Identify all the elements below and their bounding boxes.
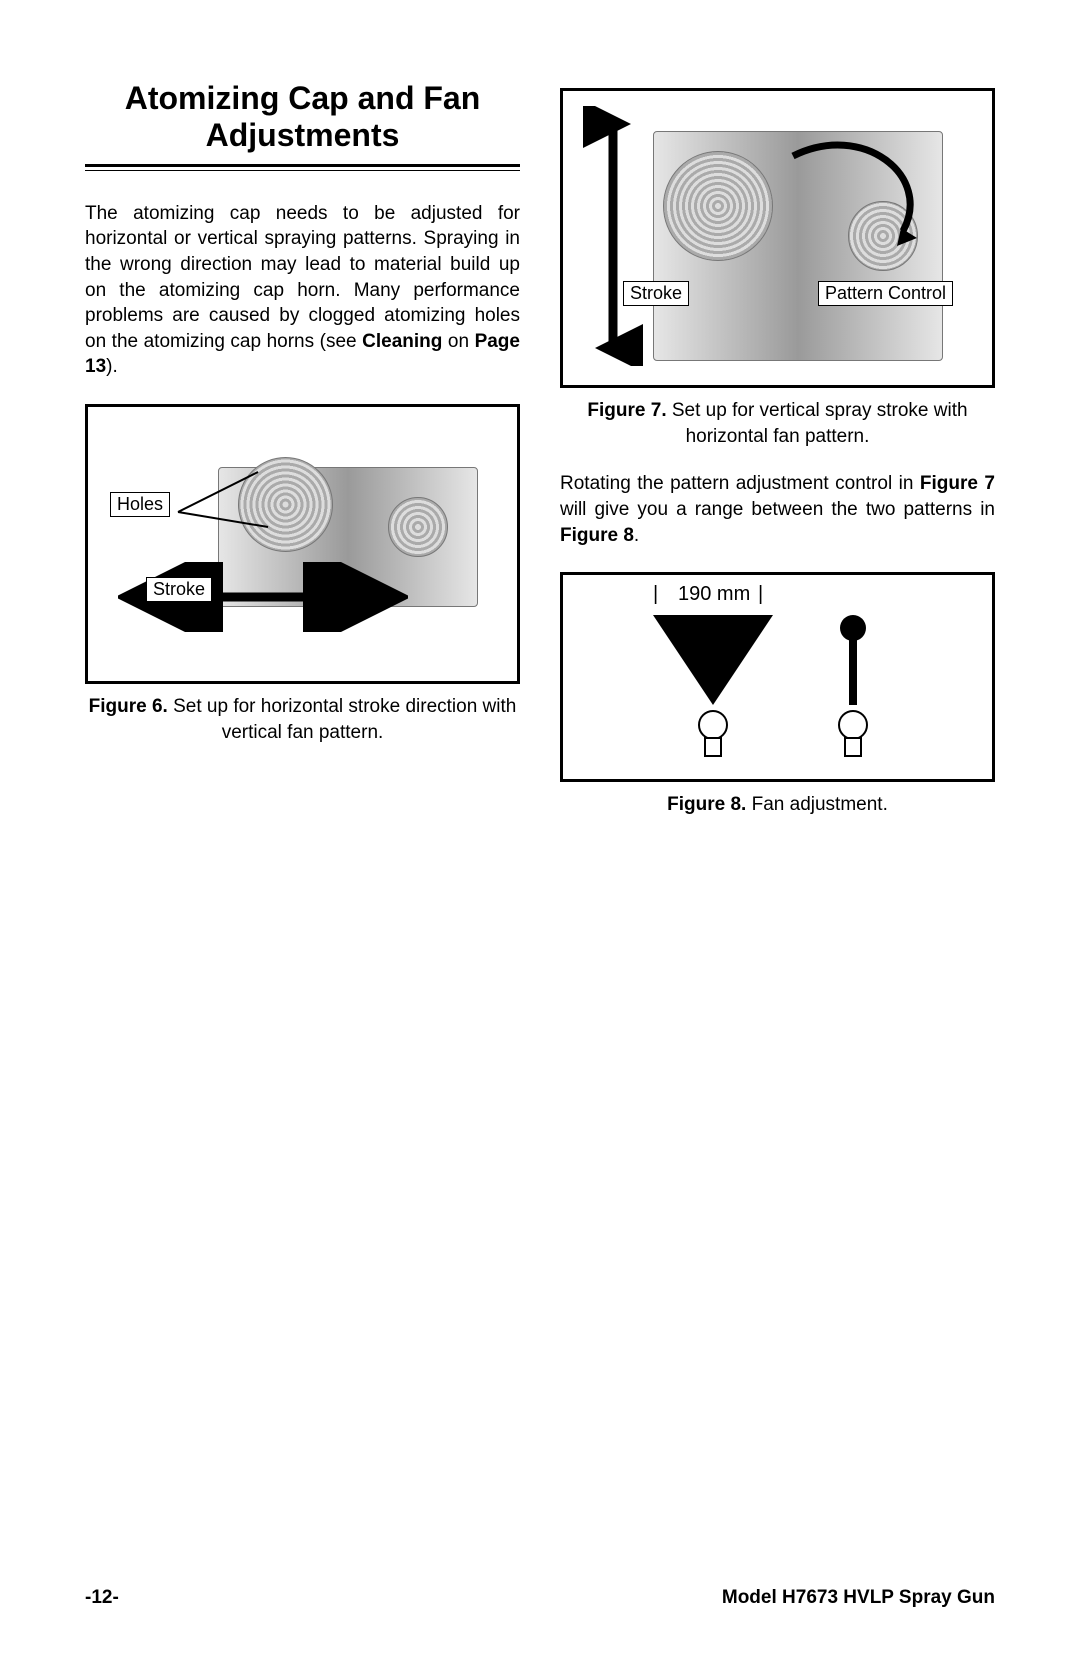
fig8-dimension: 190 mm [678,583,750,606]
fig6-cap-rest: Set up for horizontal stroke direction w… [168,696,517,743]
model-name: Model H7673 HVLP Spray Gun [722,1587,995,1609]
figure-8-caption: Figure 8. Fan adjustment. [560,792,995,818]
intro-paragraph: The atomizing cap needs to be adjusted f… [85,201,520,380]
left-column: Atomizing Cap and Fan Adjustments The at… [85,80,520,818]
paragraph-2: Rotating the pattern adjustment control … [560,471,995,548]
fig7-stroke-arrow [583,106,643,366]
intro-mid: on [442,331,474,352]
page-number: -12- [85,1587,119,1609]
title-rule-thin [85,170,520,171]
fig8-ref: Figure 8 [560,525,634,546]
para2-prefix: Rotating the pattern adjustment control … [560,473,920,494]
fig7-label-pattern: Pattern Control [818,281,953,306]
fig7-cap-rest: Set up for vertical spray stroke with ho… [667,400,968,447]
figure-7-box: Stroke Pattern Control [560,88,995,388]
section-title: Atomizing Cap and Fan Adjustments [85,80,520,154]
fig7-ref: Figure 7 [920,473,995,494]
cleaning-ref: Cleaning [362,331,442,352]
title-rule-thick [85,164,520,167]
fig6-cap-bold: Figure 6. [89,696,168,717]
fig6-label-holes: Holes [110,492,170,517]
figure-8-box: | 190 mm | [560,572,995,782]
title-text: Atomizing Cap and Fan Adjustments [125,80,481,153]
right-column: Stroke Pattern Control Figure 7. Set up … [560,80,995,818]
fig6-label-stroke: Stroke [146,577,212,602]
fig6-knob [388,497,448,557]
fig7-label-stroke: Stroke [623,281,689,306]
fig8-dim-left-bar: | [653,583,658,606]
title-rules [85,164,520,171]
fig8-fan-wide-icon [633,610,793,760]
fig7-rotate-arrow [783,136,953,266]
two-column-layout: Atomizing Cap and Fan Adjustments The at… [85,80,995,818]
intro-suffix: ). [106,356,118,377]
fig8-cap-bold: Figure 8. [667,794,746,815]
fig8-fan-round-icon [813,610,893,760]
fig7-cap-bold: Figure 7. [587,400,666,421]
figure-7-caption: Figure 7. Set up for vertical spray stro… [560,398,995,449]
fig8-cap-rest: Fan adjustment. [746,794,888,815]
para2-suffix: . [634,525,639,546]
figure-6-box: Holes Stroke [85,404,520,684]
fig7-air-cap [663,151,773,261]
figure-6-caption: Figure 6. Set up for horizontal stroke d… [85,694,520,745]
page-footer: -12- Model H7673 HVLP Spray Gun [85,1587,995,1609]
para2-mid: will give you a range between the two pa… [560,499,995,520]
fig6-holes-leaders [173,457,283,547]
intro-text: The atomizing cap needs to be adjusted f… [85,203,520,352]
fig8-dim-right-bar: | [758,583,763,606]
